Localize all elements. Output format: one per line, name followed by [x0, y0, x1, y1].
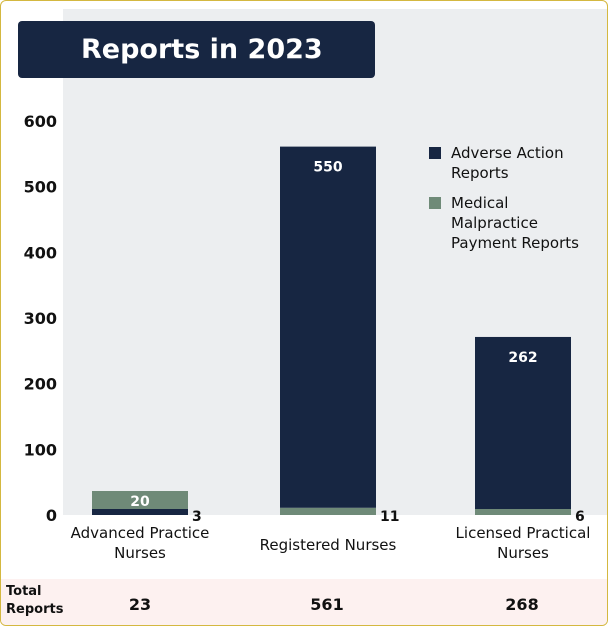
- bar-value-label: 6: [575, 509, 585, 525]
- bar-value-label: 3: [192, 509, 202, 525]
- bar-value-label: 550: [313, 160, 342, 176]
- legend-swatch: [429, 147, 441, 159]
- legend-swatch: [429, 197, 441, 209]
- bar-segment: [280, 146, 376, 508]
- bar-value-label: 20: [130, 494, 150, 510]
- legend-label: Reports: [451, 164, 509, 182]
- total-value: 561: [310, 595, 344, 614]
- bar-segment: [475, 336, 571, 509]
- bar-value-label: 262: [508, 350, 537, 366]
- y-tick-label: 400: [24, 243, 57, 262]
- totals-label: Total Reports: [6, 583, 63, 619]
- y-tick-label: 200: [24, 375, 57, 394]
- bar-segment: [280, 507, 376, 515]
- totals-label-line: Total: [6, 584, 42, 599]
- x-tick-label: Advanced Practice: [71, 524, 210, 542]
- totals-row: Total Reports 23 561 268: [1, 579, 607, 625]
- x-tick-label: Licensed Practical: [456, 524, 591, 542]
- y-tick-label: 300: [24, 309, 57, 328]
- totals-label-line: Reports: [6, 602, 64, 617]
- chart-title: Reports in 2023: [18, 21, 375, 78]
- bar-segment: [92, 491, 188, 509]
- legend-label: Medical: [451, 194, 508, 212]
- bar-segment: [475, 509, 571, 515]
- x-tick-label: Registered Nurses: [260, 536, 397, 554]
- y-tick-label: 600: [24, 112, 57, 131]
- total-value: 268: [505, 595, 539, 614]
- legend-label: Payment Reports: [451, 234, 579, 252]
- bar-segment: [92, 509, 188, 515]
- total-value: 23: [128, 595, 152, 614]
- x-tick-label: Nurses: [114, 544, 166, 562]
- legend-label: Malpractice: [451, 214, 538, 232]
- y-tick-label: 100: [24, 440, 57, 459]
- y-tick-label: 0: [46, 506, 57, 525]
- bar-value-label: 11: [380, 509, 399, 525]
- y-tick-label: 500: [24, 178, 57, 197]
- legend-label: Adverse Action: [451, 144, 564, 162]
- x-tick-label: Nurses: [497, 544, 549, 562]
